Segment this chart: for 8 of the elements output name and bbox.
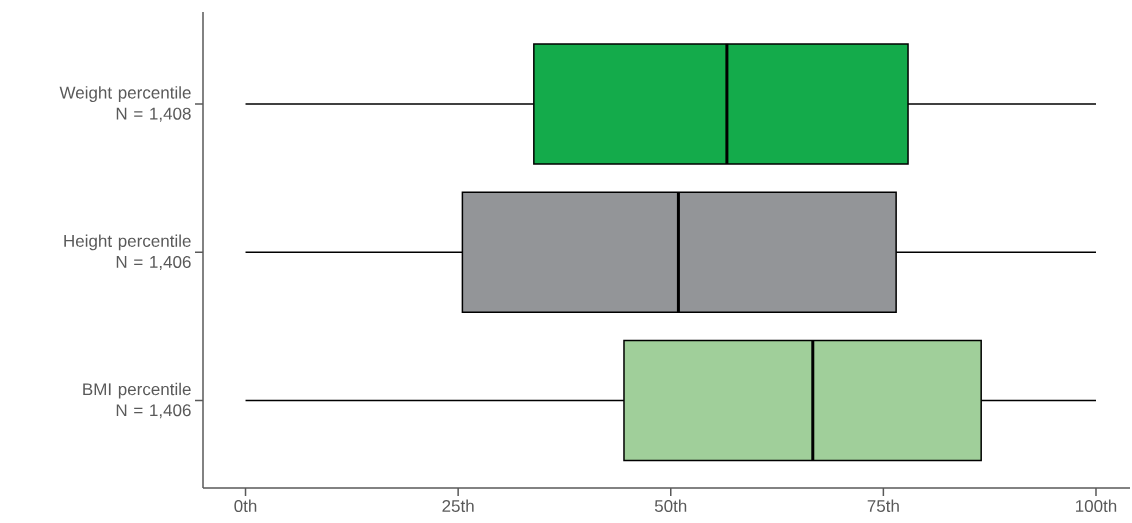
x-tick-label: 0th — [234, 499, 257, 513]
x-tick-label: 25th — [442, 499, 474, 513]
x-tick-label: 50th — [654, 499, 687, 513]
y-tick-label: Weight percentile N = 1,408 — [59, 86, 191, 122]
x-tick-label: 100th — [1076, 499, 1117, 513]
x-tick-label: 75th — [867, 499, 899, 513]
y-tick-label: Height percentile N = 1,406 — [64, 234, 191, 270]
y-tick-label: BMI percentile N = 1,406 — [83, 382, 191, 419]
